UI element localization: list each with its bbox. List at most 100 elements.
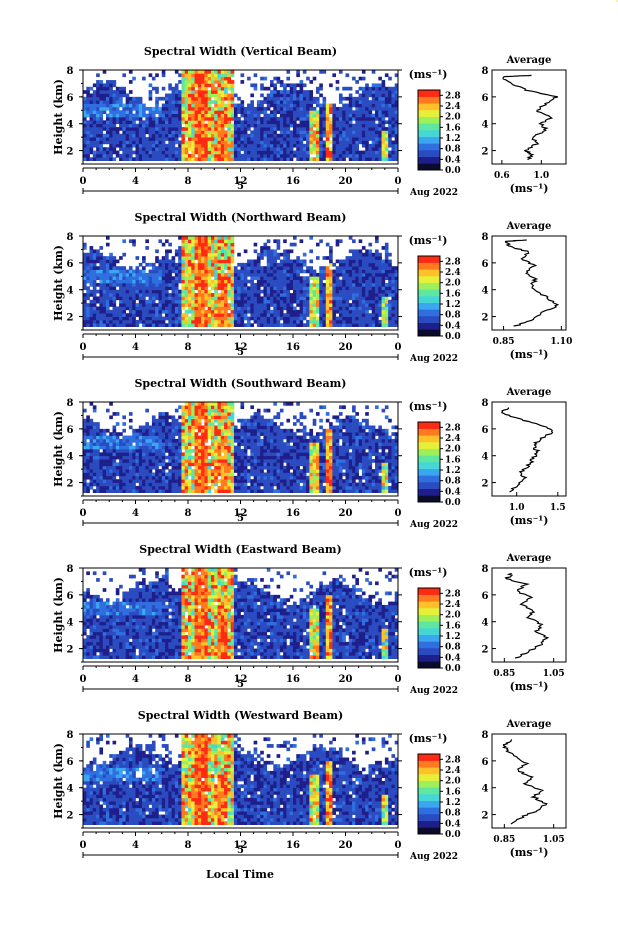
heatmap-cell [355, 106, 359, 111]
heatmap-cell [260, 76, 264, 81]
heatmap-cell [293, 113, 297, 118]
heatmap-cell [210, 137, 215, 141]
heatmap-cell [322, 272, 327, 277]
heatmap-cell [109, 150, 113, 155]
heatmap-cell [89, 252, 94, 257]
heatmap-cell [194, 130, 199, 135]
heatmap-cell [394, 279, 399, 284]
heatmap-cell [227, 266, 232, 270]
heatmap-cell [214, 236, 218, 240]
heatmap-cell [174, 147, 179, 151]
heatmap-cell [302, 276, 307, 280]
heatmap-cell [348, 309, 353, 314]
heatmap-cell [391, 266, 396, 270]
heatmap-cell [112, 93, 117, 98]
heatmap-cell [217, 319, 222, 324]
heatmap-cell [99, 259, 104, 264]
heatmap-cell [388, 150, 392, 155]
heatmap-cell [188, 249, 192, 254]
heatmap-cell [201, 283, 205, 287]
heatmap-cell [243, 120, 248, 125]
heatmap-cell [214, 127, 218, 131]
heatmap-cell [227, 272, 232, 277]
heatmap-cell [210, 286, 215, 291]
heatmap-cell [132, 279, 136, 284]
heatmap-cell [270, 127, 274, 131]
heatmap-cell [119, 489, 123, 493]
heatmap-cell [296, 266, 300, 270]
heatmap-cell [315, 100, 320, 104]
heatmap-cell [109, 296, 113, 301]
colorbar-tick-label: 0.4 [445, 155, 461, 165]
heatmap-cell [338, 143, 343, 148]
heatmap-cell [135, 103, 140, 108]
heatmap-cell [142, 432, 146, 436]
heatmap-cell [237, 269, 241, 274]
heatmap-cell [165, 435, 169, 440]
heatmap-cell [112, 269, 117, 274]
heatmap-cell [155, 316, 159, 321]
heatmap-cell [181, 110, 186, 114]
heatmap-cell [309, 259, 314, 264]
heatmap-cell [361, 103, 366, 108]
heatmap-cell [102, 299, 107, 304]
heatmap-cell [322, 309, 327, 314]
heatmap-cell [105, 117, 110, 121]
heatmap-cell [378, 83, 382, 88]
heatmap-cell [371, 276, 376, 280]
heatmap-cell [148, 137, 153, 141]
heatmap-cell [105, 445, 110, 450]
heatmap-cell [230, 306, 235, 311]
heatmap-cell [201, 96, 205, 101]
heatmap-cell [263, 96, 268, 101]
heatmap-cell [302, 252, 307, 257]
heatmap-cell [99, 252, 104, 257]
heatmap-cell [188, 239, 192, 244]
heatmap-cell [375, 103, 379, 108]
heatmap-cell [191, 90, 195, 94]
heatmap-cell [109, 303, 113, 307]
heatmap-cell [181, 313, 186, 317]
heatmap-cell [128, 80, 133, 84]
heatmap-cell [89, 485, 94, 490]
heatmap-cell [151, 127, 156, 131]
heatmap-cell [151, 293, 156, 297]
heatmap-cell [171, 117, 176, 121]
heatmap-cell [214, 279, 218, 284]
heatmap-cell [207, 246, 212, 250]
heatmap-cell [388, 316, 392, 321]
heatmap-cell [165, 462, 169, 467]
heatmap-cell [148, 289, 153, 294]
heatmap-cell [99, 93, 104, 98]
heatmap-cell [230, 252, 235, 257]
heatmap-cell [276, 313, 281, 317]
heatmap-cell [391, 113, 396, 118]
heatmap-cell [266, 283, 271, 287]
heatmap-cell [197, 80, 202, 84]
heatmap-cell [266, 249, 271, 254]
heatmap-cell [119, 127, 123, 131]
heatmap-cell [217, 276, 222, 280]
heatmap-cell [89, 140, 94, 145]
heatmap-cell [184, 479, 189, 483]
heatmap-cell [105, 428, 110, 433]
heatmap-cell [352, 96, 356, 101]
heatmap-cell [96, 157, 100, 161]
heatmap-cell [230, 299, 235, 304]
heatmap-cell [289, 153, 294, 158]
heatmap-cell [210, 93, 215, 98]
heatmap-cell [391, 299, 396, 304]
heatmap-cell [138, 319, 143, 324]
heatmap-cell [197, 157, 202, 161]
heatmap-cell [214, 296, 218, 301]
heatmap-cell [142, 140, 146, 145]
heatmap-cell [109, 86, 113, 91]
heatmap-cell [296, 259, 300, 264]
heatmap-cell [214, 306, 218, 311]
heatmap-cell [371, 120, 376, 125]
heatmap-cell [119, 485, 123, 490]
heatmap-cell [165, 323, 169, 327]
heatmap-cell [270, 252, 274, 257]
heatmap-cell [256, 283, 261, 287]
heatmap-cell [233, 106, 238, 111]
